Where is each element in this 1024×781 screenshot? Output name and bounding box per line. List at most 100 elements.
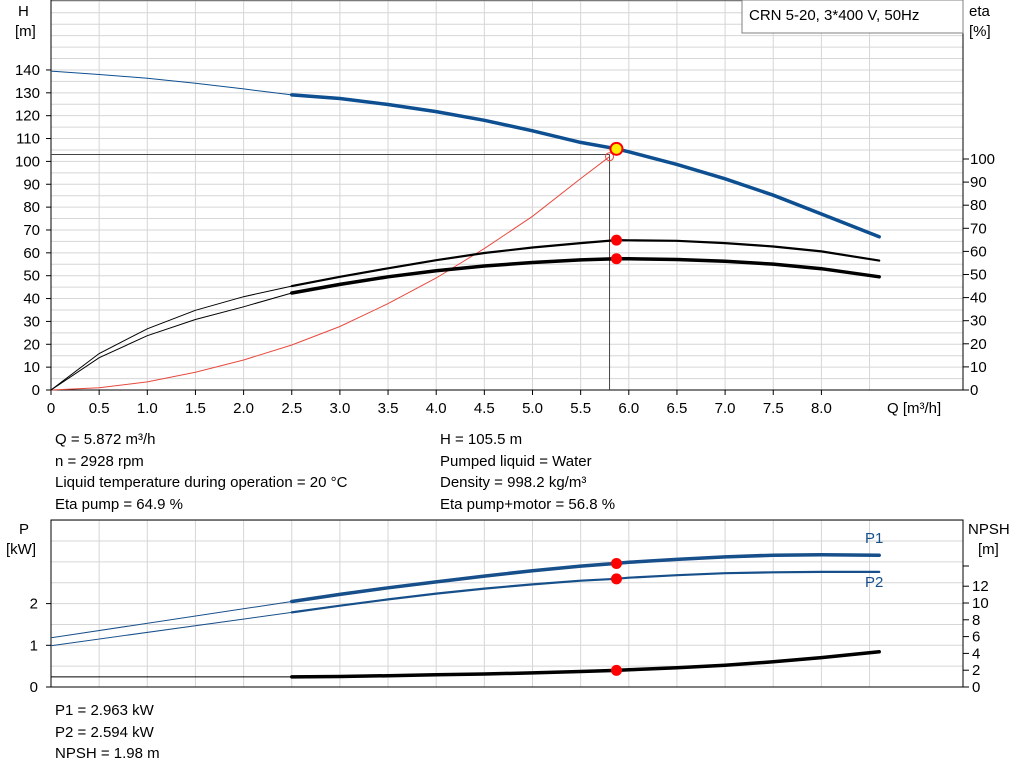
head-readout: H = 105.5 m (440, 431, 523, 448)
x-tick-label: 7.0 (715, 400, 736, 417)
top-chart-series (50, 70, 881, 391)
x-tick-label: 5.0 (522, 400, 543, 417)
h-tick-label: 130 (15, 85, 40, 102)
operating-info-right: H = 105.5 m Pumped liquid = Water Densit… (440, 429, 615, 515)
eta-axis-unit-bracket: [%] (969, 23, 991, 40)
p1-curve-extension (50, 601, 292, 639)
npsh-tick-label: 8 (972, 612, 980, 629)
p1-readout: P1 = 2.963 kW (55, 702, 154, 719)
eta-tick-label: 100 (970, 151, 995, 168)
x-tick-label: 4.5 (474, 400, 495, 417)
x-tick-label: 2.5 (281, 400, 302, 417)
p1-curve-label: P1 (865, 530, 883, 547)
x-tick-label: 1.0 (137, 400, 158, 417)
eta-tick-label: 80 (970, 197, 987, 214)
pump-title-box (741, 0, 964, 34)
h-tick-label: 20 (23, 336, 40, 353)
npsh-axis-unit: NPSH (968, 521, 1010, 538)
eta-tick-label: 60 (970, 243, 987, 260)
p2-curve-extension (50, 611, 292, 647)
head-duty-point (609, 141, 624, 156)
eta-tick-label: 90 (970, 174, 987, 191)
eta-total-curve (290, 257, 881, 295)
h-tick-label: 70 (23, 222, 40, 239)
top-chart-grid (50, 0, 963, 391)
h-tick-label: 140 (15, 62, 40, 79)
x-tick-label: 3.5 (378, 400, 399, 417)
head-curve (290, 93, 881, 239)
eta-tick-label: 20 (970, 336, 987, 353)
h-tick-label: 10 (23, 359, 40, 376)
p2-curve-label: P2 (865, 574, 883, 591)
pumped-liquid-readout: Pumped liquid = Water (440, 452, 592, 470)
h-tick-label: 30 (23, 313, 40, 330)
h-tick-label: 40 (23, 291, 40, 308)
p-tick-label: 2 (30, 596, 38, 613)
x-tick-label: 7.5 (763, 400, 784, 417)
x-tick-label: 4.0 (426, 400, 447, 417)
eta-tick-label: 70 (970, 220, 987, 237)
eta-axis-unit: eta (969, 3, 991, 20)
h-axis-unit: H (18, 3, 29, 20)
h-tick-label: 60 (23, 245, 40, 262)
x-tick-label: 6.0 (618, 400, 639, 417)
npsh-tick-label: 0 (972, 679, 980, 696)
npsh-readout: NPSH = 1.98 m (55, 745, 160, 762)
eta-pump-curve-extension (50, 285, 292, 391)
bottom-chart-grid (50, 519, 963, 687)
system-curve-end-marker (605, 152, 615, 162)
eta-pump-curve (290, 238, 881, 288)
h-tick-label: 0 (32, 382, 40, 399)
p2-readout: P2 = 2.594 kW (55, 723, 154, 741)
eta-pump-readout: Eta pump = 64.9 % (55, 495, 183, 513)
eta-tick-label: 10 (970, 359, 987, 376)
bottom-chart-series (50, 553, 881, 679)
npsh-axis-unit-bracket: [m] (978, 541, 999, 558)
eta-pump-duty-point (610, 234, 622, 246)
x-tick-label: 0.5 (89, 400, 110, 417)
h-tick-label: 50 (23, 268, 40, 285)
npsh-tick-label: 4 (972, 645, 980, 662)
h-tick-label: 110 (16, 131, 40, 148)
p-axis-unit: P (19, 521, 29, 538)
npsh-tick-label: 6 (972, 629, 980, 646)
speed-readout: n = 2928 rpm (55, 452, 144, 470)
power-info: P1 = 2.963 kW P2 = 2.594 kW NPSH = 1.98 … (55, 700, 160, 765)
p-tick-label: 1 (30, 637, 38, 654)
q-axis-label: Q [m³/h] (887, 400, 941, 417)
p1-curve (290, 553, 881, 604)
p2-duty-point (610, 573, 622, 585)
x-tick-label: 8.0 (811, 400, 832, 417)
npsh-tick-label: 10 (972, 595, 989, 612)
flow-readout: Q = 5.872 m³/h (55, 431, 156, 448)
pump-title: CRN 5-20, 3*400 V, 50Hz (749, 7, 919, 24)
x-tick-label: 2.0 (233, 400, 254, 417)
head-curve-extension (50, 70, 292, 96)
system-curve (50, 156, 610, 391)
top-plot-frame (50, 0, 964, 391)
top-chart-ticks: 0 0.5 1.0 1.5 2.0 2.5 3.0 3.5 4.0 4.5 5.0 5.5 6.0 6.5… (15, 62, 995, 417)
eta-total-readout: Eta pump+motor = 56.8 % (440, 495, 616, 513)
h-tick-label: 100 (15, 153, 40, 170)
operating-info-left: Q = 5.872 m³/h n = 2928 rpm Liquid tempe… (55, 429, 347, 515)
x-tick-label: 0 (47, 400, 55, 417)
h-tick-label: 80 (23, 199, 40, 216)
x-tick-label: 1.5 (185, 400, 206, 417)
p2-curve (290, 570, 881, 614)
liquid-temperature-readout: Liquid temperature during operation = 20… (55, 474, 348, 491)
p1-duty-point (610, 557, 622, 569)
p-axis-unit-bracket: [kW] (6, 541, 36, 558)
npsh-curve (290, 649, 881, 679)
npsh-tick-label: 2 (972, 662, 980, 679)
eta-tick-label: 0 (970, 382, 978, 399)
x-tick-label: 3.0 (329, 400, 350, 417)
npsh-tick-label: 12 (972, 578, 989, 595)
eta-total-duty-point (610, 253, 622, 265)
eta-total-curve-extension (50, 292, 292, 391)
density-readout: Density = 998.2 kg/m³ (440, 474, 587, 491)
h-tick-label: 120 (15, 108, 40, 125)
npsh-duty-point (610, 664, 622, 676)
eta-tick-label: 50 (970, 267, 987, 284)
